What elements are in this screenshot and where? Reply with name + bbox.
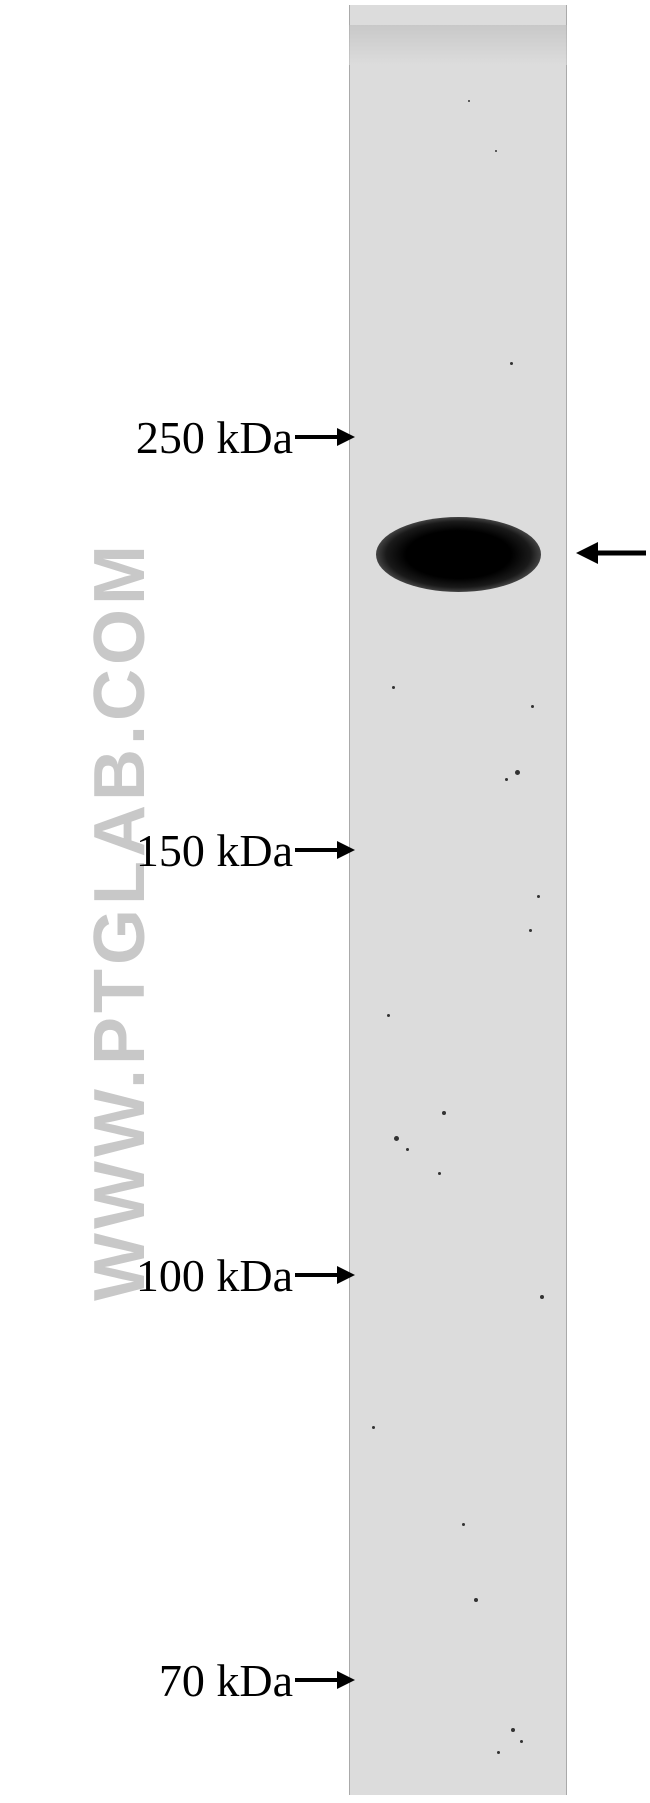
marker-label: 70 kDa (159, 1654, 293, 1707)
blot-lane (349, 5, 567, 1795)
watermark-text: WWW.PTGLAB.COM (79, 541, 161, 1301)
speck (529, 929, 532, 932)
marker-row: 100 kDa (0, 1245, 355, 1305)
arrow-right-icon (295, 1260, 355, 1290)
arrow-right-icon (295, 835, 355, 865)
speck (537, 895, 540, 898)
speck (442, 1111, 446, 1115)
lane-artifact (349, 25, 567, 65)
speck (540, 1295, 544, 1299)
marker-label: 100 kDa (136, 1249, 293, 1302)
speck (515, 770, 520, 775)
speck (474, 1598, 478, 1602)
speck (372, 1426, 375, 1429)
arrow-right-icon (295, 1665, 355, 1695)
protein-band (376, 517, 541, 592)
marker-row: 250 kDa (0, 407, 355, 467)
marker-label: 250 kDa (136, 411, 293, 464)
speck (438, 1172, 441, 1175)
speck (394, 1136, 399, 1141)
speck (510, 362, 513, 365)
speck (392, 686, 395, 689)
band-indicator-arrow (576, 538, 646, 568)
arrow-left-icon (576, 538, 646, 568)
marker-row: 70 kDa (0, 1650, 355, 1710)
marker-label: 150 kDa (136, 824, 293, 877)
speck (406, 1148, 409, 1151)
western-blot-figure: WWW.PTGLAB.COM 250 kDa 150 kDa 100 kDa 70 k… (0, 0, 650, 1803)
speck (531, 705, 534, 708)
marker-row: 150 kDa (0, 820, 355, 880)
speck (511, 1728, 515, 1732)
speck (520, 1740, 523, 1743)
speck (387, 1014, 390, 1017)
speck (497, 1751, 500, 1754)
speck (495, 150, 497, 152)
speck (468, 100, 470, 102)
speck (462, 1523, 465, 1526)
arrow-right-icon (295, 422, 355, 452)
speck (505, 778, 508, 781)
